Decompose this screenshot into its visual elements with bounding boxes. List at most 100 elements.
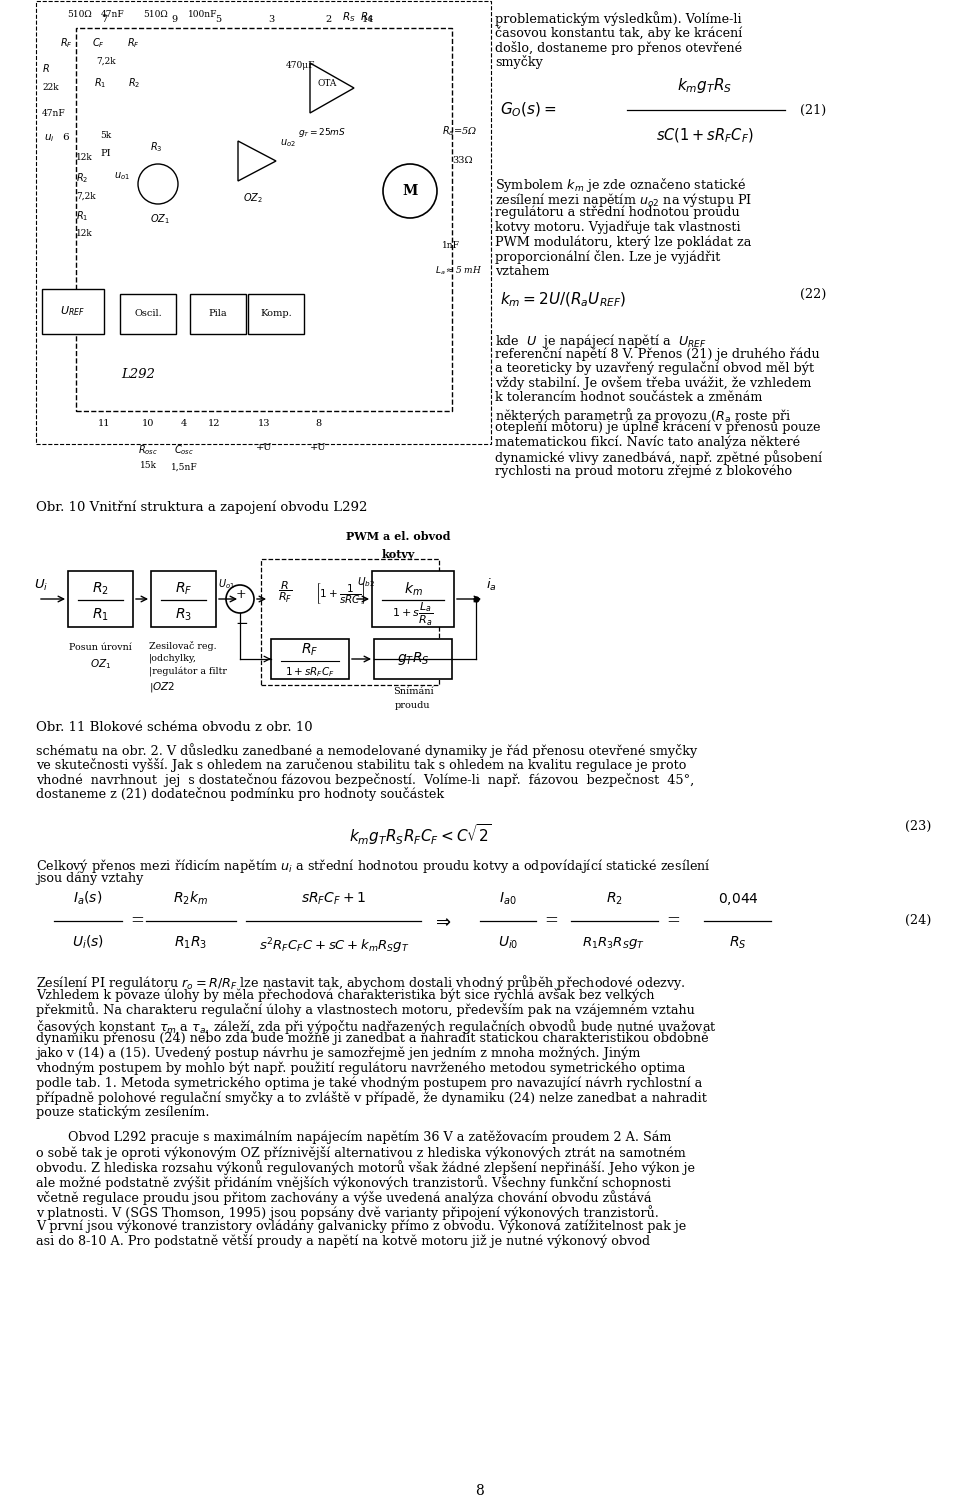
Text: ve skutečnosti vyšší. Jak s ohledem na zaručenou stabilitu tak s ohledem na kval: ve skutečnosti vyšší. Jak s ohledem na z… — [36, 759, 686, 772]
Text: 9: 9 — [171, 15, 177, 24]
Text: problematickým výsledkům). Volíme-li: problematickým výsledkům). Volíme-li — [495, 11, 742, 26]
Text: vždy stabilní. Je ovšem třeba uvážit, že vzhledem: vždy stabilní. Je ovšem třeba uvážit, že… — [495, 376, 811, 390]
Text: $s^2 R_F C_F C + sC + k_m R_S g_T$: $s^2 R_F C_F C + sC + k_m R_S g_T$ — [258, 935, 409, 955]
Text: $R_3$: $R_3$ — [175, 606, 192, 623]
Text: jsou dány vztahy: jsou dány vztahy — [36, 872, 143, 885]
Text: $R_a$=5Ω: $R_a$=5Ω — [442, 124, 477, 138]
Text: 470μF: 470μF — [285, 60, 315, 70]
Text: Snímání: Snímání — [393, 688, 433, 697]
Text: 2: 2 — [324, 15, 331, 24]
Text: $R_S$  $R_S$: $R_S$ $R_S$ — [342, 11, 374, 24]
FancyBboxPatch shape — [261, 559, 439, 684]
Text: V první jsou výkonové tranzistory ovládány galvanicky přímo z obvodu. Výkonová z: V první jsou výkonové tranzistory ovládá… — [36, 1219, 686, 1233]
Text: $u_{o2}$: $u_{o2}$ — [280, 138, 296, 150]
FancyBboxPatch shape — [190, 295, 246, 334]
Text: 7: 7 — [101, 15, 108, 24]
Text: 12k: 12k — [76, 154, 93, 163]
Text: =: = — [544, 913, 558, 929]
Text: kotvy motoru. Vyjadřuje tak vlastnosti: kotvy motoru. Vyjadřuje tak vlastnosti — [495, 221, 740, 234]
Text: 6: 6 — [62, 133, 68, 142]
Text: $R_2$: $R_2$ — [128, 76, 140, 89]
Text: (21): (21) — [800, 104, 827, 116]
Text: vztahem: vztahem — [495, 264, 549, 278]
Text: regulátoru a střední hodnotou proudu: regulátoru a střední hodnotou proudu — [495, 205, 739, 219]
Text: $R_1 R_3$: $R_1 R_3$ — [175, 935, 207, 950]
Text: $k_m$: $k_m$ — [403, 580, 422, 598]
Text: $R_F$: $R_F$ — [127, 36, 139, 50]
Text: Pila: Pila — [208, 310, 228, 319]
Text: |$OZ2$: |$OZ2$ — [149, 680, 176, 694]
Text: 510Ω: 510Ω — [144, 11, 168, 20]
Text: 4: 4 — [180, 419, 187, 428]
Text: Vzhledem k povaze úlohy by měla přechodová charakteristika být sice rychlá avšak: Vzhledem k povaze úlohy by měla přechodo… — [36, 988, 655, 1002]
Text: $OZ_1$: $OZ_1$ — [90, 657, 111, 671]
Text: $g_T=25mS$: $g_T=25mS$ — [298, 125, 346, 139]
Text: $U_{b2}$: $U_{b2}$ — [357, 576, 375, 589]
Text: $C_{osc}$: $C_{osc}$ — [174, 443, 194, 456]
Text: 8: 8 — [315, 419, 321, 428]
Text: |regulátor a filtr: |regulátor a filtr — [149, 666, 227, 677]
Text: $\Rightarrow$: $\Rightarrow$ — [432, 911, 452, 929]
Text: Obr. 11 Blokové schéma obvodu z obr. 10: Obr. 11 Blokové schéma obvodu z obr. 10 — [36, 721, 313, 734]
FancyBboxPatch shape — [42, 289, 104, 334]
Text: Oscil.: Oscil. — [134, 310, 162, 319]
Text: oteplení motoru) je úplné krácení v přenosu pouze: oteplení motoru) je úplné krácení v přen… — [495, 420, 821, 434]
Text: 15k: 15k — [139, 461, 156, 470]
Text: Posun úrovní: Posun úrovní — [69, 644, 132, 653]
Text: $C_F$: $C_F$ — [91, 36, 105, 50]
Text: jako v (14) a (15). Uvedený postup návrhu je samozřejmě jen jedním z mnoha možný: jako v (14) a (15). Uvedený postup návrh… — [36, 1047, 640, 1061]
FancyBboxPatch shape — [151, 571, 216, 627]
Text: kde  $U$  je napájecí napětí a  $U_{REF}$: kde $U$ je napájecí napětí a $U_{REF}$ — [495, 332, 707, 351]
Text: 1,5nF: 1,5nF — [171, 462, 198, 471]
Text: 11: 11 — [98, 419, 110, 428]
Text: $R_1$: $R_1$ — [76, 209, 88, 224]
Text: PI: PI — [100, 150, 110, 159]
Text: $R_S$: $R_S$ — [730, 935, 747, 950]
Text: $1+s\dfrac{L_a}{R_a}$: $1+s\dfrac{L_a}{R_a}$ — [393, 601, 434, 629]
Text: $u_{o1}$: $u_{o1}$ — [114, 171, 130, 181]
Text: $k_m g_T R_S R_F C_F < C\sqrt{2}$: $k_m g_T R_S R_F C_F < C\sqrt{2}$ — [348, 822, 492, 848]
Text: $R$: $R$ — [42, 62, 50, 74]
Text: PWM a el. obvod: PWM a el. obvod — [346, 530, 450, 542]
Text: vhodným postupem by mohlo být např. použití regulátoru navrženého metodou symetr: vhodným postupem by mohlo být např. použ… — [36, 1062, 685, 1076]
Text: $sC(1 + sR_F C_F)$: $sC(1 + sR_F C_F)$ — [656, 127, 754, 145]
Text: 7,2k: 7,2k — [96, 56, 115, 65]
Text: (23): (23) — [905, 820, 931, 833]
Text: Komp.: Komp. — [260, 310, 292, 319]
Text: $0{,}044$: $0{,}044$ — [717, 891, 758, 907]
Text: a teoreticky by uzavřený regulační obvod měl být: a teoreticky by uzavřený regulační obvod… — [495, 361, 814, 375]
Text: +U: +U — [255, 443, 273, 452]
Text: pouze statickým zesílením.: pouze statickým zesílením. — [36, 1106, 209, 1120]
Text: včetně regulace proudu jsou přitom zachovány a výše uvedená analýza chování obvo: včetně regulace proudu jsou přitom zacho… — [36, 1191, 652, 1204]
Text: $i_a$: $i_a$ — [486, 577, 496, 592]
Text: $R_F$: $R_F$ — [60, 36, 72, 50]
Text: zesílení mezi napětím $u_{o2}$ na výstupu PI: zesílení mezi napětím $u_{o2}$ na výstup… — [495, 190, 753, 209]
FancyBboxPatch shape — [271, 639, 349, 678]
FancyBboxPatch shape — [68, 571, 133, 627]
Text: $u_i$: $u_i$ — [44, 131, 55, 144]
Text: 14: 14 — [362, 15, 374, 24]
Text: 47nF: 47nF — [42, 109, 65, 118]
Text: $U_{i0}$: $U_{i0}$ — [498, 935, 518, 950]
Text: $sR_F C_F + 1$: $sR_F C_F + 1$ — [301, 890, 367, 907]
FancyBboxPatch shape — [269, 571, 354, 627]
Text: $\left[1+\dfrac{1}{sRC}\right]$: $\left[1+\dfrac{1}{sRC}\right]$ — [315, 580, 365, 606]
Text: $k_m g_T R_S$: $k_m g_T R_S$ — [678, 76, 732, 95]
FancyBboxPatch shape — [120, 295, 176, 334]
Text: 100nF: 100nF — [188, 11, 218, 20]
Text: $U_i(s)$: $U_i(s)$ — [72, 934, 104, 952]
Text: $k_m = 2U/(R_a U_{REF})$: $k_m = 2U/(R_a U_{REF})$ — [500, 290, 627, 310]
Text: v platnosti. V (SGS Thomson, 1995) jsou popsány dvě varianty připojení výkonovýc: v platnosti. V (SGS Thomson, 1995) jsou … — [36, 1204, 659, 1219]
Text: dynamické vlivy zanedbává, např. zpětné působení: dynamické vlivy zanedbává, např. zpětné … — [495, 450, 822, 465]
Text: $U_{o1}$: $U_{o1}$ — [218, 577, 234, 591]
Text: +: + — [236, 588, 247, 601]
Text: 5: 5 — [215, 15, 221, 24]
Text: proudu: proudu — [396, 701, 431, 710]
Text: 510Ω: 510Ω — [67, 11, 92, 20]
FancyBboxPatch shape — [248, 295, 304, 334]
Text: $I_{a0}$: $I_{a0}$ — [499, 890, 516, 907]
Text: Zesilovač reg.: Zesilovač reg. — [149, 641, 217, 651]
Text: $1+sR_F C_F$: $1+sR_F C_F$ — [285, 665, 335, 678]
Text: $R_F$: $R_F$ — [175, 580, 192, 597]
Text: Celkový přenos mezi řídicím napětím $u_i$ a střední hodnotou proudu kotvy a odpo: Celkový přenos mezi řídicím napětím $u_i… — [36, 857, 711, 875]
